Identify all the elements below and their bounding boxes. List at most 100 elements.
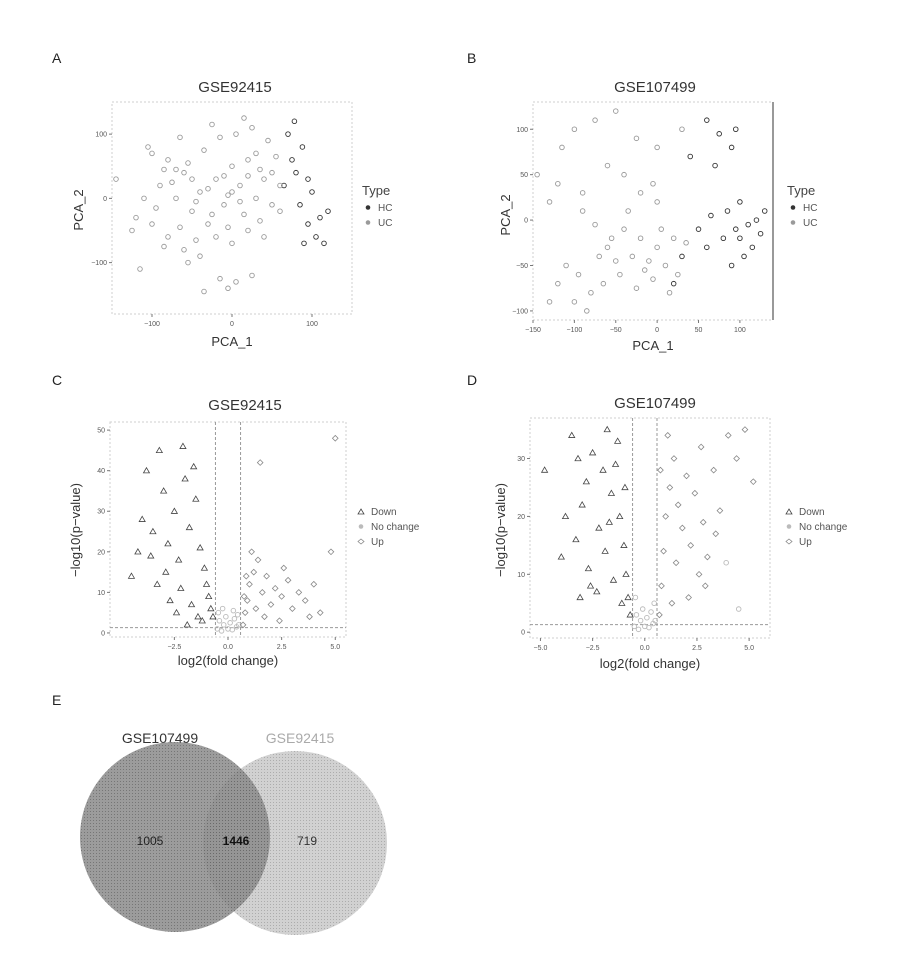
point-uc xyxy=(142,196,147,201)
point-hc xyxy=(762,209,767,214)
x-tick-label: 5.0 xyxy=(330,644,340,651)
point-down xyxy=(165,541,171,546)
point-down xyxy=(625,594,631,599)
point-uc xyxy=(609,236,614,241)
panel-label-e: E xyxy=(52,692,61,708)
point-uc xyxy=(258,167,263,172)
point-up xyxy=(713,531,719,537)
point-down xyxy=(178,585,184,590)
point-hc xyxy=(758,231,763,236)
y-tick-label: 20 xyxy=(97,549,105,556)
legend-marker xyxy=(358,509,364,514)
point-uc xyxy=(560,145,565,150)
x-tick-label: −150 xyxy=(525,327,541,334)
point-uc xyxy=(589,290,594,295)
chart-c: GSE92415 −2.50.02.55.001020304050 log2(f… xyxy=(50,390,460,680)
point-down xyxy=(600,467,606,472)
point-hc xyxy=(671,281,676,286)
point-up xyxy=(675,502,681,508)
point-down xyxy=(154,581,160,586)
point-up xyxy=(669,600,675,606)
point-uc xyxy=(667,290,672,295)
point-hc xyxy=(696,227,701,232)
point-uc xyxy=(634,136,639,141)
point-hc xyxy=(310,190,315,195)
point-up xyxy=(272,586,278,592)
point-hc xyxy=(729,145,734,150)
point-uc xyxy=(262,177,267,182)
point-uc xyxy=(226,225,231,230)
point-down xyxy=(569,432,575,437)
point-uc xyxy=(622,172,627,177)
legend-entry: Down xyxy=(799,507,825,518)
chart-b: GSE107499 −150−100−50050100−100−50050100… xyxy=(465,70,875,360)
panel-label-d: D xyxy=(467,372,477,388)
x-axis-label: log2(fold change) xyxy=(600,656,700,671)
point-no-change xyxy=(219,629,224,634)
point-down xyxy=(163,569,169,574)
x-tick-label: 2.5 xyxy=(277,644,287,651)
point-uc xyxy=(210,212,215,217)
point-uc xyxy=(601,281,606,286)
point-down xyxy=(621,542,627,547)
point-uc xyxy=(218,135,223,140)
point-down xyxy=(135,549,141,554)
legend-entry: UC xyxy=(378,218,392,229)
point-up xyxy=(696,572,702,578)
point-uc xyxy=(605,245,610,250)
point-no-change xyxy=(724,560,729,565)
point-up xyxy=(302,598,308,604)
point-hc xyxy=(733,127,738,132)
point-hc xyxy=(680,254,685,259)
point-no-change xyxy=(640,607,645,612)
point-down xyxy=(161,488,167,493)
point-up xyxy=(688,543,694,549)
point-uc xyxy=(659,227,664,232)
point-down xyxy=(617,513,623,518)
point-up xyxy=(290,606,296,612)
point-up xyxy=(242,610,248,616)
point-hc xyxy=(306,222,311,227)
point-uc xyxy=(246,174,251,179)
point-uc xyxy=(206,186,211,191)
y-tick-label: 30 xyxy=(97,509,105,516)
point-up xyxy=(742,427,748,433)
point-uc xyxy=(270,170,275,175)
point-hc xyxy=(729,263,734,268)
point-down xyxy=(208,606,214,611)
point-uc xyxy=(564,263,569,268)
point-up xyxy=(243,573,249,579)
point-down xyxy=(195,614,201,619)
point-uc xyxy=(222,202,227,207)
point-down xyxy=(143,468,149,473)
point-down xyxy=(604,427,610,432)
point-hc xyxy=(742,254,747,259)
venn-e: GSE107499 GSE92415 1005 1446 719 xyxy=(60,715,400,955)
point-up xyxy=(717,508,723,514)
legend-marker xyxy=(786,539,792,544)
point-uc xyxy=(274,154,279,159)
point-up xyxy=(311,581,317,587)
point-uc xyxy=(622,227,627,232)
point-uc xyxy=(254,151,259,156)
point-down xyxy=(189,602,195,607)
point-no-change xyxy=(224,614,229,619)
point-down xyxy=(156,447,162,452)
plot-frame xyxy=(533,102,773,320)
point-down xyxy=(615,438,621,443)
x-tick-label: −50 xyxy=(610,327,622,334)
point-up xyxy=(698,444,704,450)
point-uc xyxy=(130,228,135,233)
venn-set-label-right: GSE92415 xyxy=(266,730,335,746)
point-down xyxy=(191,464,197,469)
point-down xyxy=(148,553,154,558)
point-up xyxy=(307,614,313,620)
y-tick-label: −50 xyxy=(516,263,528,270)
point-uc xyxy=(134,215,139,220)
x-tick-label: 0.0 xyxy=(640,645,650,652)
point-down xyxy=(596,525,602,530)
point-uc xyxy=(684,240,689,245)
point-uc xyxy=(178,225,183,230)
chart-title: GSE92415 xyxy=(208,397,281,414)
point-uc xyxy=(194,199,199,204)
